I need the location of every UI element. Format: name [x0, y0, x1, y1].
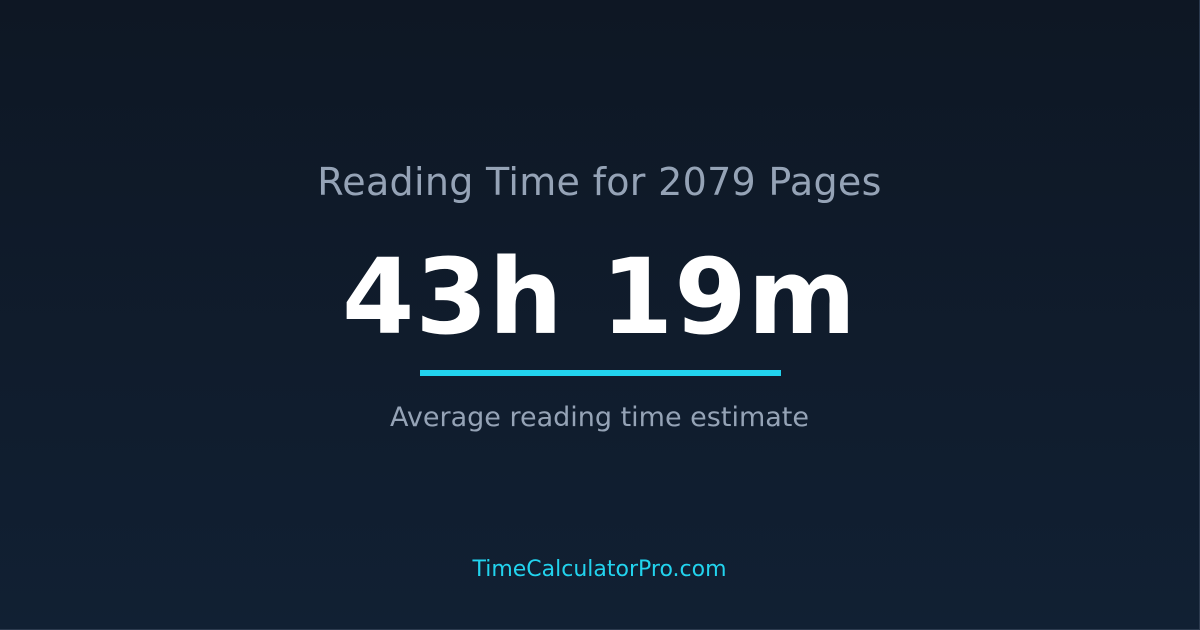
page-title: Reading Time for 2079 Pages	[317, 160, 882, 204]
result-caption: Average reading time estimate	[390, 402, 809, 433]
site-link[interactable]: TimeCalculatorPro.com	[472, 557, 727, 582]
accent-divider	[420, 370, 781, 376]
reading-time-result: 43h 19m	[341, 236, 858, 358]
